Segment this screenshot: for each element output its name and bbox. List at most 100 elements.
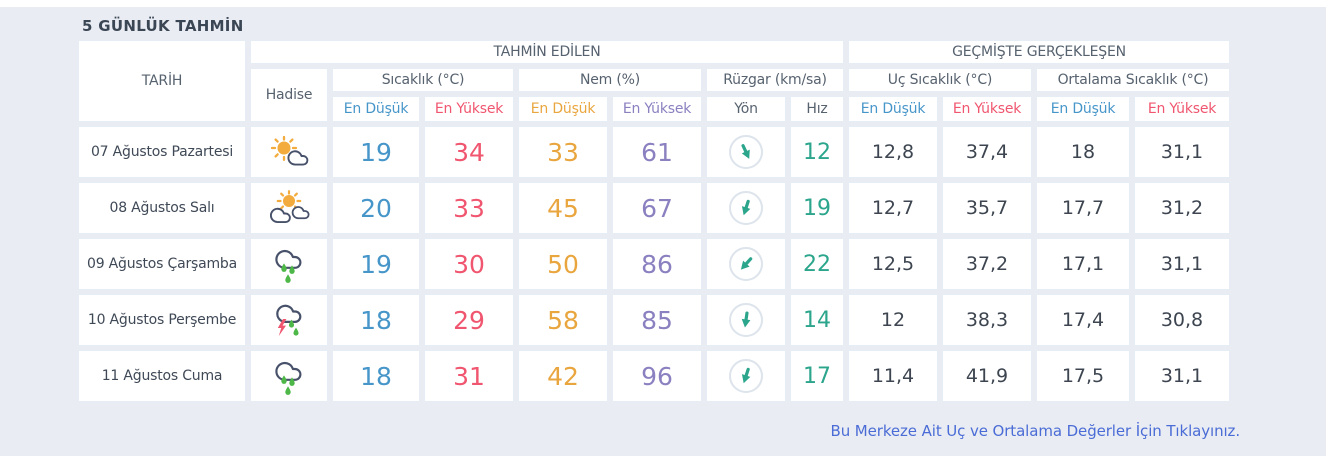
wind-direction-circle [729,247,763,281]
date-cell: 08 Ağustos Salı [78,182,246,234]
average-max-cell: 31,1 [1134,350,1230,402]
wind-direction-cell [706,238,786,290]
date-cell: 07 Ağustos Pazartesi [78,126,246,178]
wind-direction-icon [741,311,751,328]
extreme-min-cell: 12,5 [848,238,938,290]
table-row: 08 Ağustos Salı 20 33 45 67 [78,182,1230,234]
header-group-predicted: TAHMİN EDİLEN [250,40,844,64]
header-extreme-temp: Uç Sıcaklık (°C) [848,68,1032,92]
average-min-cell: 17,5 [1036,350,1130,402]
date-cell: 09 Ağustos Çarşamba [78,238,246,290]
humidity-min-cell: 33 [518,126,608,178]
header-average-max: En Yüksek [1134,96,1230,122]
humidity-max-cell: 67 [612,182,702,234]
header-group-past: GEÇMİŞTE GERÇEKLEŞEN [848,40,1230,64]
extreme-min-cell: 12,8 [848,126,938,178]
temp-min-cell: 18 [332,294,420,346]
wind-speed-cell: 22 [790,238,844,290]
temp-min-cell: 20 [332,182,420,234]
weather-cell [250,126,328,178]
table-row: 07 Ağustos Pazartesi 19 34 33 61 [78,126,1230,178]
extreme-max-cell: 41,9 [942,350,1032,402]
extremes-averages-link[interactable]: Bu Merkeze Ait Uç ve Ortalama Değerler İ… [830,422,1241,440]
humidity-min-cell: 45 [518,182,608,234]
humidity-max-cell: 96 [612,350,702,402]
wind-direction-cell [706,126,786,178]
average-max-cell: 31,2 [1134,182,1230,234]
average-max-cell: 31,1 [1134,238,1230,290]
date-cell: 11 Ağustos Cuma [78,350,246,402]
table-row: 10 Ağustos Perşembe 18 29 58 85 [78,294,1230,346]
header-temperature: Sıcaklık (°C) [332,68,514,92]
average-min-cell: 17,4 [1036,294,1130,346]
header-extreme-max: En Yüksek [942,96,1032,122]
header-humidity-max: En Yüksek [612,96,702,122]
weather-cell [250,294,328,346]
extreme-min-cell: 11,4 [848,350,938,402]
wind-direction-icon [741,199,751,216]
wind-direction-cell [706,350,786,402]
wind-direction-circle [729,359,763,393]
humidity-min-cell: 42 [518,350,608,402]
temp-max-cell: 31 [424,350,514,402]
rain-icon [275,249,302,283]
wind-speed-cell: 14 [790,294,844,346]
average-min-cell: 17,7 [1036,182,1130,234]
average-max-cell: 30,8 [1134,294,1230,346]
temp-max-cell: 33 [424,182,514,234]
temp-min-cell: 18 [332,350,420,402]
header-humidity: Nem (%) [518,68,702,92]
rain-icon [275,361,302,395]
average-min-cell: 18 [1036,126,1130,178]
wind-direction-icon [740,257,753,270]
header-temp-max: En Yüksek [424,96,514,122]
top-divider [0,0,1326,7]
humidity-max-cell: 61 [612,126,702,178]
temp-max-cell: 30 [424,238,514,290]
wind-direction-circle [729,191,763,225]
header-average-temp: Ortalama Sıcaklık (°C) [1036,68,1230,92]
table-row: 09 Ağustos Çarşamba 19 30 50 86 [78,238,1230,290]
header-wind-direction: Yön [706,96,786,122]
temp-max-cell: 34 [424,126,514,178]
wind-speed-cell: 12 [790,126,844,178]
wind-speed-cell: 17 [790,350,844,402]
header-wind: Rüzgar (km/sa) [706,68,844,92]
date-cell: 10 Ağustos Perşembe [78,294,246,346]
extreme-min-cell: 12 [848,294,938,346]
sun-with-small-cloud-icon [270,135,309,166]
wind-direction-circle [729,303,763,337]
header-event: Hadise [250,68,328,122]
humidity-min-cell: 50 [518,238,608,290]
average-min-cell: 17,1 [1036,238,1130,290]
wind-direction-icon [741,144,750,159]
sun-with-clouds-icon [269,190,310,224]
temp-max-cell: 29 [424,294,514,346]
table-row: 11 Ağustos Cuma 18 31 42 96 [78,350,1230,402]
temp-min-cell: 19 [332,238,420,290]
weather-cell [250,350,328,402]
wind-direction-cell [706,182,786,234]
wind-speed-cell: 19 [790,182,844,234]
wind-direction-cell [706,294,786,346]
header-wind-speed: Hız [790,96,844,122]
weather-cell [250,182,328,234]
header-temp-min: En Düşük [332,96,420,122]
wind-direction-icon [741,367,751,384]
humidity-max-cell: 85 [612,294,702,346]
average-max-cell: 31,1 [1134,126,1230,178]
footer-link-row: Bu Merkeze Ait Uç ve Ortalama Değerler İ… [0,421,1241,440]
extreme-min-cell: 12,7 [848,182,938,234]
header-average-min: En Düşük [1036,96,1130,122]
humidity-max-cell: 86 [612,238,702,290]
extreme-max-cell: 37,2 [942,238,1032,290]
header-date: TARİH [78,40,246,122]
wind-direction-circle [729,135,763,169]
forecast-table: TARİH TAHMİN EDİLEN GEÇMİŞTE GERÇEKLEŞEN… [74,36,1234,406]
page-title: 5 GÜNLÜK TAHMİN [82,17,244,35]
weather-cell [250,238,328,290]
extreme-max-cell: 37,4 [942,126,1032,178]
header-humidity-min: En Düşük [518,96,608,122]
header-extreme-min: En Düşük [848,96,938,122]
thunderstorm-icon [276,304,302,336]
